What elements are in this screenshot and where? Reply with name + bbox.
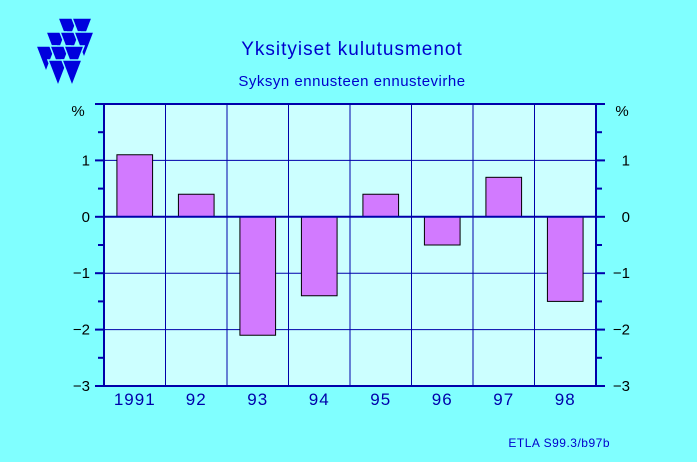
y-tick-label-left: 1 <box>82 152 90 169</box>
logo-triangle <box>72 31 96 61</box>
y-tick-label-left: −2 <box>73 322 90 339</box>
y-tick-label-right: −1 <box>613 265 630 282</box>
logo-triangle <box>60 59 84 89</box>
bar-92 <box>177 193 215 218</box>
bar-97 <box>485 176 523 218</box>
x-tick-label: 1991 <box>114 390 156 409</box>
x-tick-label: 96 <box>432 390 453 409</box>
x-axis-labels: 1991 92 93 94 95 96 97 98 <box>114 390 576 409</box>
y-tick-label-right: −2 <box>613 322 630 339</box>
logo-triangle <box>44 31 68 61</box>
bar-98 <box>546 216 584 302</box>
x-tick-label: 94 <box>309 390 330 409</box>
grid-lines <box>104 104 596 386</box>
source-label: ETLA S99.3/b97b <box>508 436 610 450</box>
x-tick-label: 93 <box>247 390 268 409</box>
logo-triangle <box>34 45 58 75</box>
bar-95 <box>362 193 400 218</box>
axis-ticks <box>95 103 605 387</box>
y-unit-left: % <box>71 103 84 120</box>
x-tick-label: 95 <box>370 390 391 409</box>
chart-title: Yksityiset kulutusmenot <box>241 39 463 60</box>
y-tick-label-left: −3 <box>73 378 90 395</box>
y-unit-right: % <box>615 103 628 120</box>
logo-triangle <box>62 45 86 75</box>
bar-94 <box>300 216 338 297</box>
x-tick-label: 98 <box>555 390 576 409</box>
y-tick-label-right: −3 <box>613 378 630 395</box>
y-tick-label-left: 0 <box>82 209 90 226</box>
logo-triangle <box>56 17 80 47</box>
logo-triangle <box>58 31 82 61</box>
logo-triangle <box>48 45 72 75</box>
x-tick-label: 92 <box>186 390 207 409</box>
chart-subtitle: Syksyn ennusteen ennustevirhe <box>238 73 465 90</box>
etla-logo <box>34 17 96 89</box>
y-tick-label-right: 1 <box>622 152 630 169</box>
y-tick-label-right: 0 <box>622 209 630 226</box>
bar-96 <box>423 216 461 246</box>
logo-triangle <box>46 59 70 89</box>
y-axis-labels: 1 1 0 0 −1 −1 −2 −2 −3 −3 <box>73 152 630 395</box>
x-tick-label: 97 <box>493 390 514 409</box>
bar-93 <box>239 216 277 336</box>
y-tick-label-left: −1 <box>73 265 90 282</box>
bar-series <box>116 154 584 336</box>
logo-triangle <box>70 17 94 47</box>
bar-1991 <box>116 154 154 218</box>
